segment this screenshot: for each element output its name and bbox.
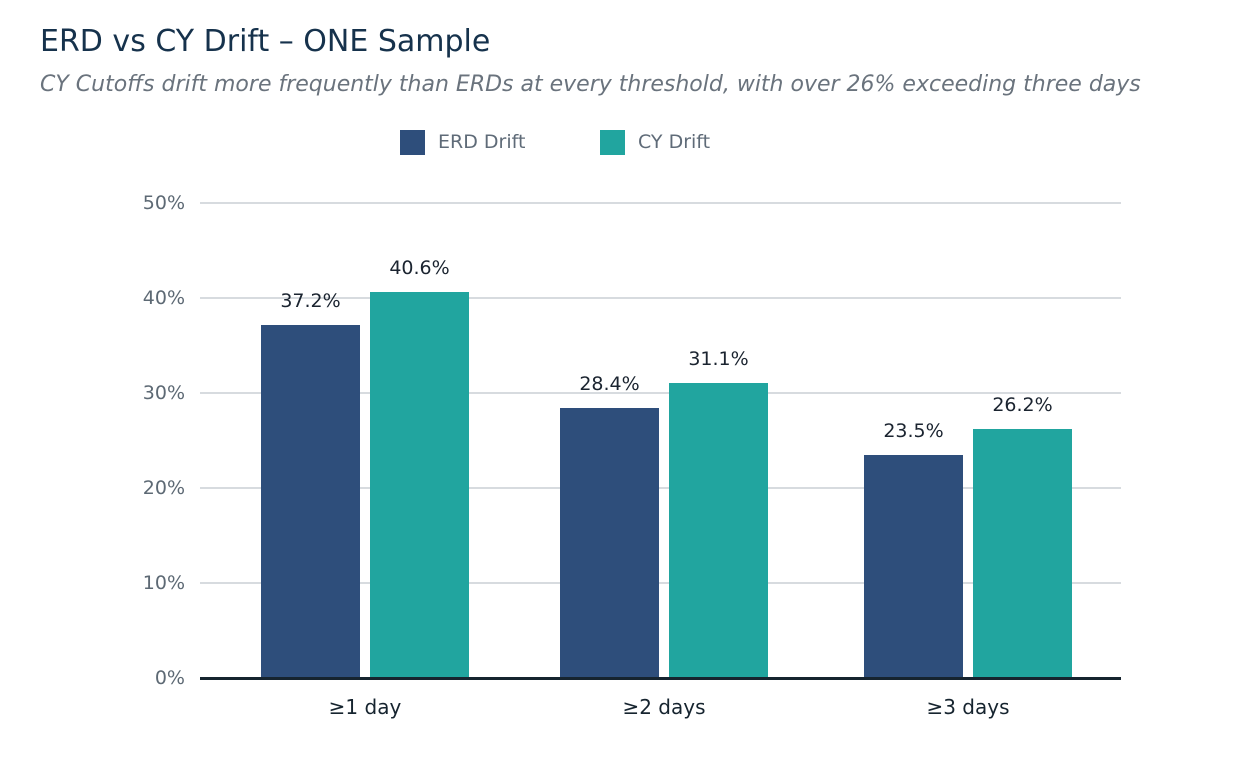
gridline [200,392,1121,394]
cy-drift-swatch-icon [600,129,625,155]
page-title: ERD vs CY Drift – ONE Sample [40,24,491,59]
legend-item-cy-drift: CY Drift [600,129,710,155]
y-tick-label: 0% [154,667,185,689]
bar-cy-drift [370,292,469,678]
y-tick-label: 20% [142,477,185,499]
bar-erd-drift [261,324,360,678]
bar-value-label: 28.4% [579,373,640,396]
gridline [200,582,1121,584]
bar-value-label: 40.6% [389,257,450,280]
x-axis-label: ≥3 days [926,695,1010,719]
y-tick-label: 10% [142,572,185,594]
y-tick-label: 50% [142,192,185,214]
bar-erd-drift [864,454,963,678]
bar-cy-drift [669,382,768,678]
gridline [200,297,1121,299]
bar-value-label: 31.1% [688,347,749,370]
gridline [200,202,1121,204]
x-axis-label: ≥1 day [328,695,402,719]
x-axis-line [200,677,1121,680]
bar-value-label: 26.2% [992,394,1053,417]
legend-item-erd-drift: ERD Drift [400,129,525,155]
bar-value-label: 23.5% [883,419,944,442]
x-axis-label: ≥2 days [622,695,706,719]
y-tick-label: 30% [142,382,185,404]
bar-cy-drift [973,429,1072,678]
chart-legend: ERD Drift CY Drift [0,129,1240,155]
erd-drift-swatch-icon [400,129,425,155]
bar-erd-drift [560,408,659,678]
chart-subtitle: CY Cutoffs drift more frequently than ER… [40,72,1141,97]
legend-label-erd-drift: ERD Drift [438,131,526,153]
legend-label-cy-drift: CY Drift [638,131,711,153]
gridline [200,487,1121,489]
y-tick-label: 40% [142,287,185,309]
bar-value-label: 37.2% [280,289,341,312]
